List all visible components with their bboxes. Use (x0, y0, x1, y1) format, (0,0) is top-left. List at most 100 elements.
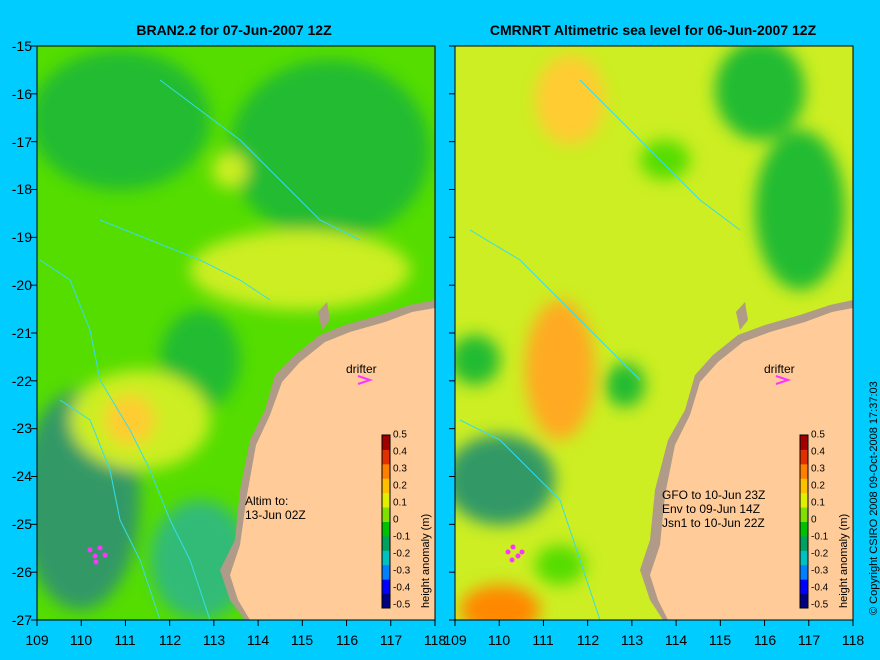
right-colorbar-title: height anomaly (m) (838, 513, 850, 608)
lon-label: 114 (664, 632, 688, 648)
lat-label: -27 (11, 612, 32, 628)
colorbar-swatch (382, 564, 390, 580)
colorbar-swatch (382, 492, 390, 508)
lon-label: 110 (69, 632, 93, 648)
lat-label: -24 (11, 468, 32, 484)
lat-label: -22 (11, 373, 32, 389)
lon-label: 109 (25, 632, 49, 648)
right-note-line: GFO to 10-Jun 23Z (662, 488, 766, 502)
colorbar-tick: -0.2 (393, 548, 411, 560)
lat-label: -16 (11, 86, 32, 102)
left-map-panel (37, 46, 435, 620)
lon-label: 115 (708, 632, 732, 648)
right-note-line: Env to 09-Jun 14Z (662, 502, 761, 516)
colorbar-swatch (800, 593, 808, 609)
colorbar-tick: -0.5 (393, 599, 411, 611)
left-drifter-label: drifter (346, 362, 377, 376)
colorbar-swatch (800, 579, 808, 595)
colorbar-swatch (382, 593, 390, 609)
colorbar-tick: -0.5 (811, 599, 829, 611)
colorbar-swatch (382, 579, 390, 595)
left-colorbar (381, 434, 391, 609)
colorbar-frame (799, 434, 809, 609)
colorbar-swatch (382, 550, 390, 566)
colorbar-swatch (800, 478, 808, 494)
right-map-panel (455, 46, 853, 620)
colorbar-swatch (800, 492, 808, 508)
colorbar-tick: 0.3 (393, 463, 407, 475)
left-drifter-tracks (87, 545, 108, 565)
lat-label: -18 (11, 181, 32, 197)
colorbar-swatch (800, 463, 808, 479)
lon-label: 116 (335, 632, 359, 648)
lat-label: -17 (11, 134, 32, 150)
colorbar-tick: 0.4 (393, 446, 407, 458)
lat-label: -15 (11, 38, 32, 54)
colorbar-tick: -0.3 (811, 565, 829, 577)
lon-label: 111 (114, 632, 136, 648)
colorbar-swatch (382, 535, 390, 551)
colorbar-tick: 0.2 (811, 480, 825, 492)
lon-label: 111 (532, 632, 554, 648)
lon-label: 118 (841, 632, 865, 648)
lon-label: 118 (423, 632, 447, 648)
lon-label: 112 (576, 632, 600, 648)
right-drifter-tracks (505, 544, 525, 563)
axis-ticks (31, 45, 854, 626)
lon-label: 115 (290, 632, 314, 648)
lon-label: 117 (379, 632, 403, 648)
colorbar-tick: -0.2 (811, 548, 829, 560)
lon-label: 113 (202, 632, 226, 648)
lon-label: 113 (620, 632, 644, 648)
colorbar-swatch (800, 521, 808, 537)
colorbar-swatch (800, 449, 808, 465)
colorbar-tick: 0.1 (393, 497, 407, 509)
left-note-line: 13-Jun 02Z (245, 508, 306, 522)
colorbar-tick: -0.4 (811, 582, 829, 594)
colorbar-swatch (382, 449, 390, 465)
right-drifter-label: drifter (764, 362, 795, 376)
colorbar-swatch (382, 521, 390, 537)
colorbar-swatch (382, 435, 390, 450)
colorbar-tick: -0.4 (393, 582, 411, 594)
colorbar-tick: -0.1 (393, 531, 411, 543)
colorbar-swatch (800, 564, 808, 580)
colorbar-tick: 0.5 (811, 429, 825, 441)
lat-label: -23 (11, 420, 32, 436)
lon-label: 112 (158, 632, 182, 648)
right-panel-title: CMRNRT Altimetric sea level for 06-Jun-2… (489, 22, 817, 38)
lon-label: 114 (246, 632, 270, 648)
colorbar-frame (381, 434, 391, 609)
colorbar-swatch (382, 463, 390, 479)
colorbar-swatch (800, 550, 808, 566)
colorbar-tick: -0.1 (811, 531, 829, 543)
colorbar-tick: 0.4 (811, 446, 825, 458)
colorbar-tick: 0.5 (393, 429, 407, 441)
colorbar-tick: 0.3 (811, 463, 825, 475)
lat-label: -26 (11, 564, 32, 580)
lon-label: 110 (487, 632, 511, 648)
colorbar-swatch (382, 507, 390, 522)
colorbar-swatch (800, 535, 808, 551)
colorbar-tick: -0.3 (393, 565, 411, 577)
colorbar-swatch (800, 435, 808, 450)
right-colorbar (799, 434, 809, 609)
left-panel-title: BRAN2.2 for 07-Jun-2007 12Z (136, 22, 332, 38)
lon-label: 117 (797, 632, 821, 648)
colorbar-swatch (382, 478, 390, 494)
copyright-notice: © Copyright CSIRO 2008 09-Oct-2008 17:37… (868, 381, 880, 615)
lon-label: 109 (443, 632, 467, 648)
left-colorbar-title: height anomaly (m) (420, 513, 432, 608)
lon-label: 116 (753, 632, 777, 648)
colorbar-tick: 0.2 (393, 480, 407, 492)
colorbar-swatch (800, 507, 808, 522)
lat-label: -21 (11, 325, 32, 341)
right-note-line: Jsn1 to 10-Jun 22Z (662, 516, 765, 530)
left-drifter-marker (357, 375, 374, 385)
colorbar-tick: 0 (811, 514, 817, 526)
right-drifter-marker (775, 375, 792, 385)
colorbar-tick: 0 (393, 514, 399, 526)
lat-label: -20 (11, 277, 32, 293)
lat-label: -19 (11, 229, 32, 245)
